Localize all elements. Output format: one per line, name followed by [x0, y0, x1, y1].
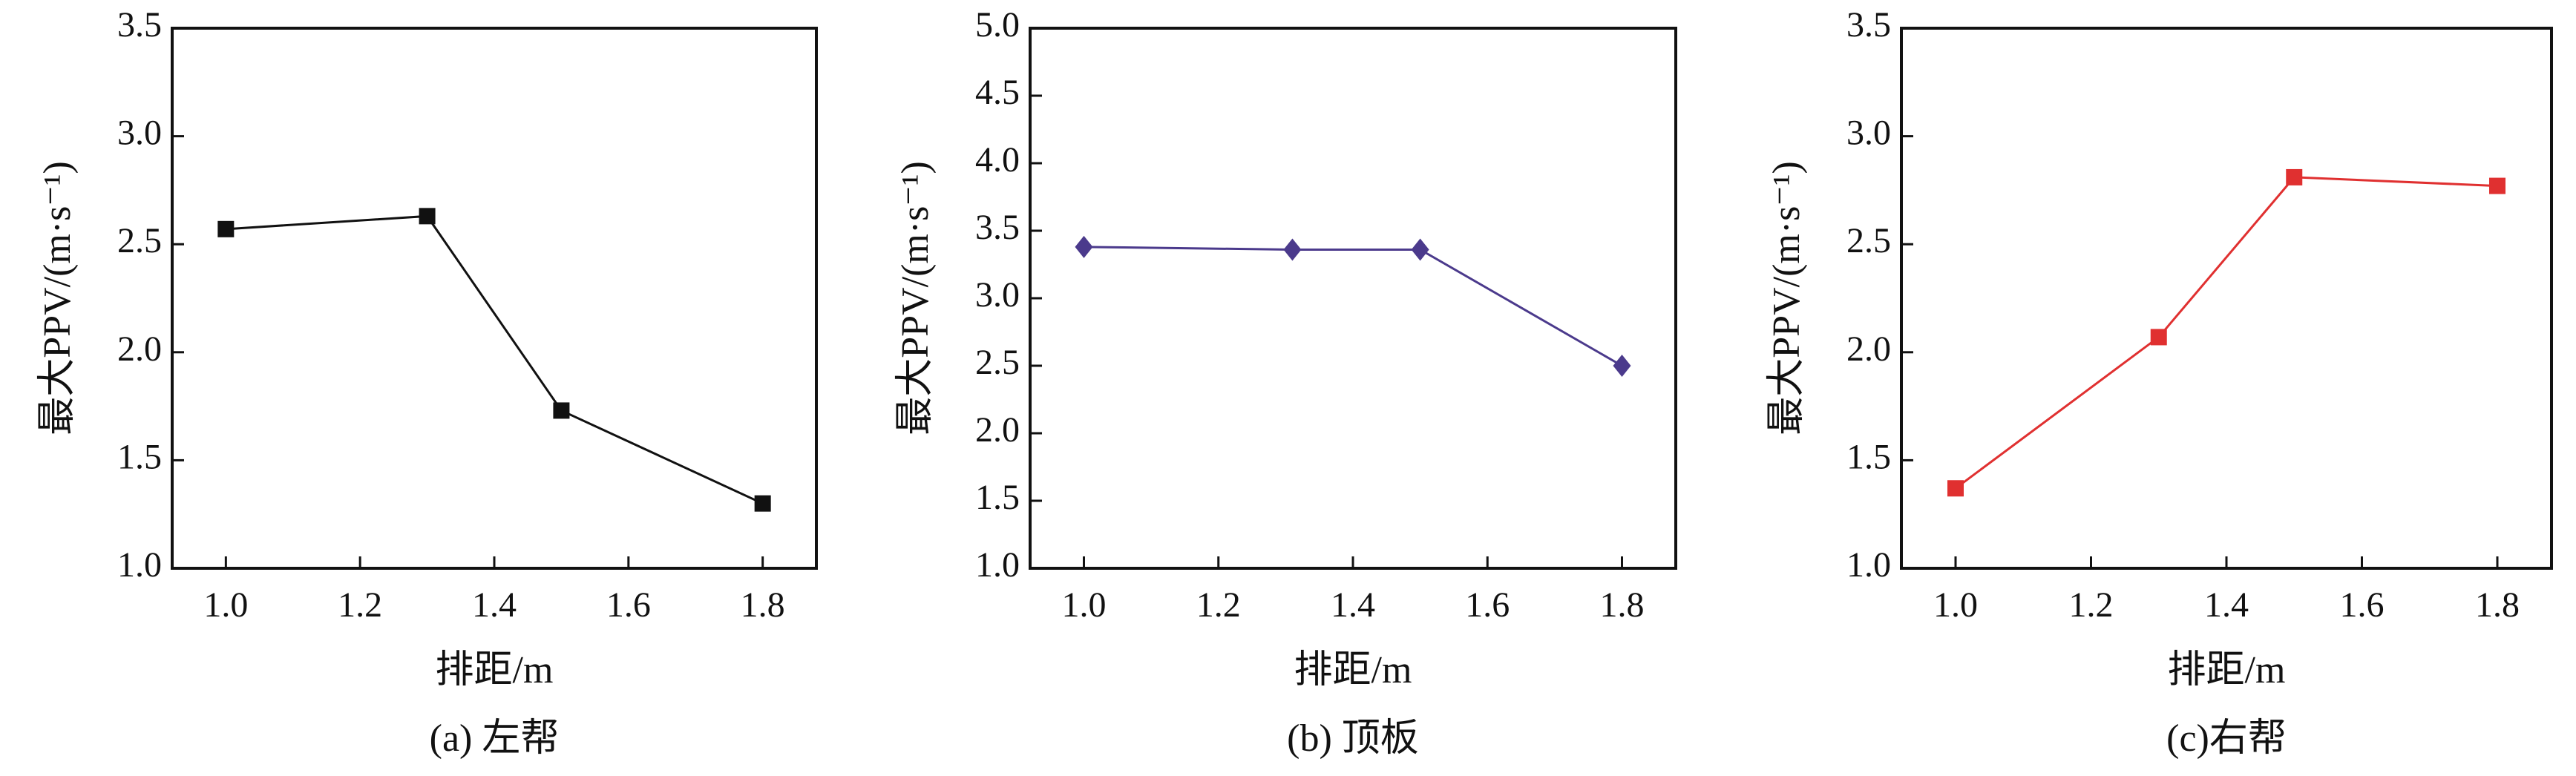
- y-axis-label: 最大PPV/(m·s⁻¹): [1766, 161, 1808, 435]
- marker: [553, 402, 570, 419]
- x-tick-label: 1.0: [1933, 585, 1978, 625]
- x-tick-label: 1.8: [741, 585, 785, 625]
- plot-frame: [1900, 27, 2553, 570]
- marker: [2286, 168, 2303, 185]
- y-tick-label: 2.0: [1846, 329, 1891, 369]
- y-axis-label: 最大PPV/(m·s⁻¹): [894, 161, 937, 435]
- y-tick-label: 1.0: [975, 545, 1020, 585]
- x-tick-label: 1.4: [472, 585, 517, 625]
- marker: [754, 495, 771, 512]
- caption: (a) 左帮: [430, 717, 560, 760]
- y-tick-label: 1.5: [1846, 437, 1891, 476]
- marker: [2150, 329, 2167, 346]
- plot-frame: [1029, 27, 1677, 570]
- y-tick-label: 1.0: [1846, 545, 1891, 585]
- caption: (c)右帮: [2166, 717, 2287, 760]
- marker: [1075, 235, 1093, 258]
- y-tick-label: 5.0: [975, 5, 1020, 45]
- x-tick-label: 1.8: [1600, 585, 1645, 625]
- x-tick-label: 1.6: [1465, 585, 1510, 625]
- y-tick-label: 1.5: [975, 478, 1020, 517]
- y-tick-label: 2.0: [975, 410, 1020, 450]
- y-axis-label: 最大PPV/(m·s⁻¹): [36, 161, 79, 435]
- marker: [1947, 480, 1964, 497]
- x-tick-label: 1.6: [606, 585, 651, 625]
- y-tick-label: 3.0: [117, 114, 162, 153]
- y-tick-label: 3.5: [975, 208, 1020, 247]
- marker: [419, 208, 436, 225]
- y-tick-label: 3.5: [117, 5, 162, 45]
- y-tick-label: 3.0: [1846, 114, 1891, 153]
- marker: [217, 220, 235, 237]
- x-tick-label: 1.6: [2340, 585, 2385, 625]
- x-tick-label: 1.2: [2069, 585, 2114, 625]
- x-tick-label: 1.2: [1196, 585, 1241, 625]
- x-axis-label: 排距/m: [436, 649, 554, 691]
- marker: [1613, 355, 1631, 377]
- x-tick-label: 1.4: [2204, 585, 2249, 625]
- x-tick-label: 1.4: [1331, 585, 1375, 625]
- x-tick-label: 1.0: [1062, 585, 1107, 625]
- x-tick-label: 1.8: [2475, 585, 2520, 625]
- y-tick-label: 2.0: [117, 329, 162, 369]
- y-tick-label: 2.5: [1846, 221, 1891, 260]
- plot-frame: [171, 27, 818, 570]
- series-line: [1084, 246, 1623, 367]
- y-tick-label: 3.0: [975, 275, 1020, 315]
- marker: [1283, 238, 1302, 261]
- series-line: [1955, 176, 2498, 490]
- y-tick-label: 2.5: [975, 343, 1020, 382]
- y-tick-label: 4.5: [975, 73, 1020, 112]
- y-tick-label: 1.0: [117, 545, 162, 585]
- marker: [1411, 238, 1429, 261]
- series-line: [226, 214, 764, 505]
- x-tick-label: 1.2: [338, 585, 382, 625]
- marker: [2489, 177, 2505, 194]
- y-tick-label: 3.5: [1846, 5, 1891, 45]
- x-axis-label: 排距/m: [1294, 649, 1412, 691]
- y-tick-label: 1.5: [117, 437, 162, 476]
- x-axis-label: 排距/m: [2168, 649, 2286, 691]
- y-tick-label: 2.5: [117, 221, 162, 260]
- x-tick-label: 1.0: [203, 585, 248, 625]
- caption: (b) 顶板: [1287, 717, 1419, 760]
- y-tick-label: 4.0: [975, 140, 1020, 180]
